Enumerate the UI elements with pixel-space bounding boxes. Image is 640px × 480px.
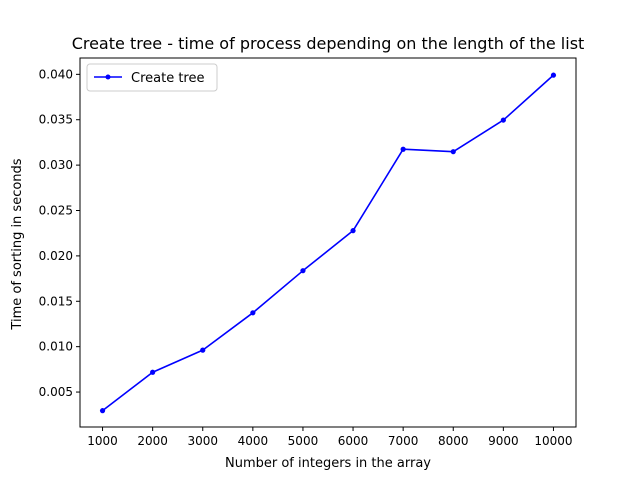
y-axis-ticks: 0.005 0.010 0.015 0.020 0.025 0.030 0.035 0.040	[39, 67, 80, 399]
y-tick-label: 0.005	[39, 385, 73, 399]
data-point	[250, 310, 256, 316]
x-axis-ticks: 1000 2000 3000 4000 5000 6000 7000 8000 9000 1000…	[87, 427, 573, 448]
x-tick-label: 2000	[137, 434, 168, 448]
data-point	[350, 228, 356, 234]
data-point	[450, 149, 456, 155]
x-tick-label: 6000	[338, 434, 369, 448]
y-tick-label: 0.030	[39, 158, 73, 172]
y-tick-label: 0.010	[39, 340, 73, 354]
y-tick-label: 0.040	[39, 67, 73, 81]
x-tick-label: 7000	[388, 434, 419, 448]
x-tick-label: 9000	[488, 434, 519, 448]
legend-marker-swatch	[105, 74, 111, 80]
x-axis-label: Number of integers in the array	[225, 456, 431, 471]
plot-area-frame	[79, 57, 577, 428]
x-tick-label: 8000	[438, 434, 469, 448]
y-tick-label: 0.035	[39, 113, 73, 127]
data-point	[300, 268, 306, 274]
x-tick-label: 1000	[87, 434, 118, 448]
y-tick-label: 0.025	[39, 204, 73, 218]
x-tick-label: 4000	[238, 434, 269, 448]
y-tick-label: 0.020	[39, 249, 73, 263]
data-point	[550, 72, 557, 78]
legend: Create tree	[86, 63, 218, 92]
data-point	[500, 117, 506, 123]
y-axis-label: Time of sorting in seconds	[10, 158, 25, 330]
series-line	[102, 74, 554, 412]
chart-title: Create tree - time of process depending …	[72, 34, 585, 53]
x-tick-label: 5000	[288, 434, 319, 448]
series-layer	[99, 72, 557, 414]
data-point	[99, 408, 106, 414]
x-tick-label: 10000	[534, 434, 572, 448]
data-point	[400, 146, 406, 152]
legend-box	[86, 63, 218, 92]
x-tick-label: 3000	[187, 434, 218, 448]
data-point	[150, 369, 156, 375]
legend-label: Create tree	[131, 71, 204, 86]
y-tick-label: 0.015	[39, 294, 73, 308]
data-point	[200, 347, 206, 353]
